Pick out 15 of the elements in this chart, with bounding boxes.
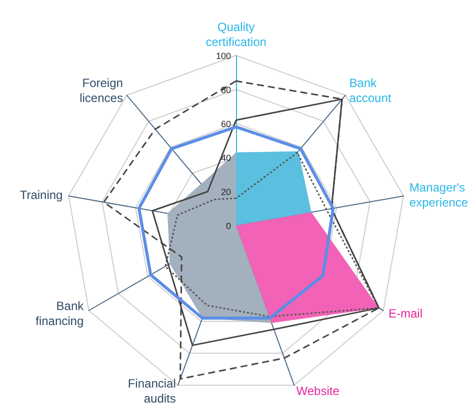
y-tick-label: 20 — [220, 187, 231, 197]
spoke-label: Training — [20, 188, 63, 202]
spoke-label: Quality certification — [206, 20, 266, 49]
spoke-label: Bank account — [349, 76, 392, 106]
spoke-label: E-mail — [388, 306, 423, 320]
y-tick-label: 0 — [226, 221, 231, 231]
y-tick-label: 60 — [220, 119, 231, 129]
y-tick-label: 100 — [216, 51, 231, 61]
spoke-label: Website — [296, 384, 340, 398]
spoke-label: Manager's experience — [409, 180, 468, 210]
y-tick-label: 40 — [220, 153, 231, 163]
y-tick-label: 80 — [220, 85, 231, 95]
spoke-label: Bank financing — [36, 299, 85, 328]
spoke-label: Foreign licences — [80, 76, 123, 106]
spoke-label: Financial audits — [128, 376, 176, 406]
